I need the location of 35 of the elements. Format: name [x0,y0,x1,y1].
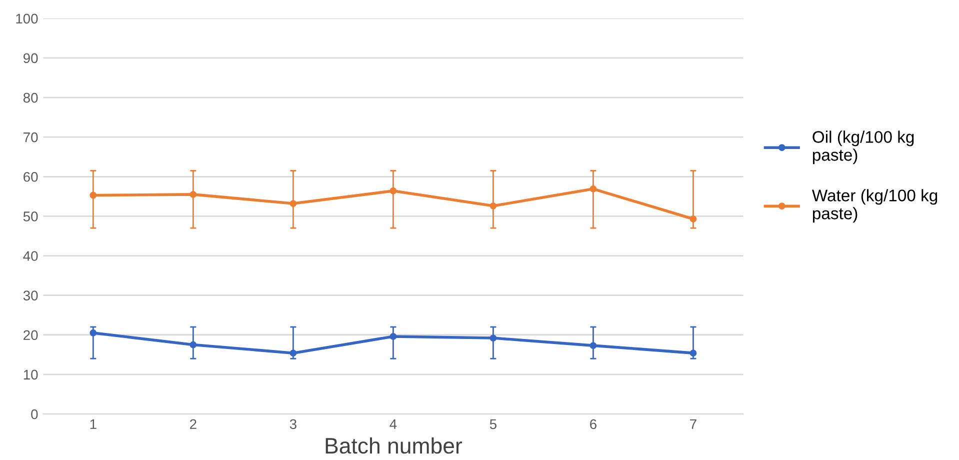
point [490,202,497,210]
y-tick-label: 100 [16,14,38,24]
y-tick-label: 40 [23,251,38,261]
y-tick-label: 70 [24,132,38,142]
point [190,341,197,348]
point [390,332,397,340]
x-axis-title: Batch number [326,437,462,454]
point [290,350,297,357]
y-tick-label: 60 [24,172,38,182]
point [90,192,97,199]
y-tick-label: 50 [23,212,38,222]
point [290,200,297,208]
x-tick-label: 1 [90,419,96,429]
x-tick-label: 7 [690,419,696,429]
point [190,190,197,198]
point [590,185,597,192]
y-tick-label: 90 [24,53,38,64]
y-tick-label: 80 [23,92,38,103]
point [690,350,697,357]
point [390,187,397,194]
x-tick-label: 6 [590,419,596,430]
y-tick-label: 20 [24,330,38,340]
y-tick-label: 0 [31,409,38,420]
legend-label: Oil (kg/100 kg paste) [812,130,914,164]
x-tick-label: 4 [390,419,397,429]
point [90,329,97,336]
legend-label: Water (kg/100 kg paste) [812,189,938,223]
x-tick-label: 3 [290,419,296,430]
point [490,334,497,342]
x-tick-label: 2 [190,419,196,429]
x-tick-label: 5 [490,419,496,430]
point [590,342,597,350]
y-tick-label: 10 [24,370,38,380]
point [690,215,697,222]
y-tick-label: 30 [23,290,38,300]
